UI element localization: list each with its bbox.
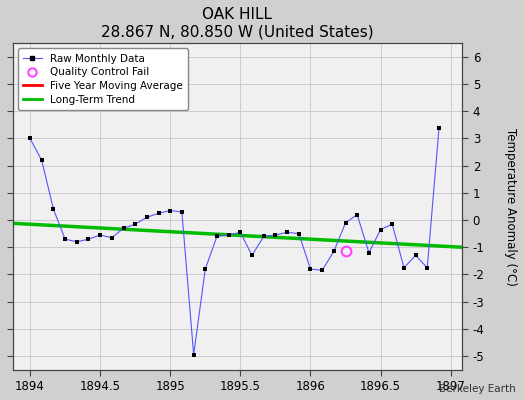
Title: OAK HILL
28.867 N, 80.850 W (United States): OAK HILL 28.867 N, 80.850 W (United Stat… bbox=[101, 7, 374, 39]
Text: Berkeley Earth: Berkeley Earth bbox=[440, 384, 516, 394]
Legend: Raw Monthly Data, Quality Control Fail, Five Year Moving Average, Long-Term Tren: Raw Monthly Data, Quality Control Fail, … bbox=[18, 48, 188, 110]
Y-axis label: Temperature Anomaly (°C): Temperature Anomaly (°C) bbox=[504, 128, 517, 286]
